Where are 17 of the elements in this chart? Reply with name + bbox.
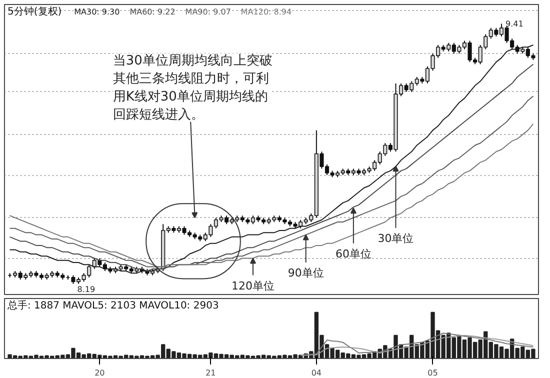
- chart-title: 5分钟(复权): [8, 6, 62, 18]
- annotation: 120单位: [231, 279, 274, 292]
- x-tick-label: 21: [206, 368, 216, 378]
- x-tick-label: 04: [311, 368, 322, 378]
- x-tick-label: 20: [94, 368, 105, 378]
- text: MA30: 9.30: [74, 8, 120, 16]
- text: MA60: 9.22: [130, 8, 176, 16]
- annotation: 9.41: [505, 20, 524, 29]
- annotation: 8.19: [77, 284, 96, 294]
- chart-title: 总手: 1887 MAVOL5: 2103 MAVOL10: 2903: [6, 300, 219, 312]
- text: MA120: 8.94: [240, 8, 292, 16]
- text: MA90: 9.07: [185, 8, 231, 16]
- annotation: 当30单位周期均线向上突破其他三条均线阻力时，可利用K线对30单位周期均线的回踩短线进入。: [112, 54, 272, 123]
- annotation: 90单位: [288, 266, 324, 280]
- annotation: 60单位: [335, 247, 372, 260]
- annotation: 30单位: [378, 232, 414, 246]
- x-tick-label: 05: [428, 368, 438, 378]
